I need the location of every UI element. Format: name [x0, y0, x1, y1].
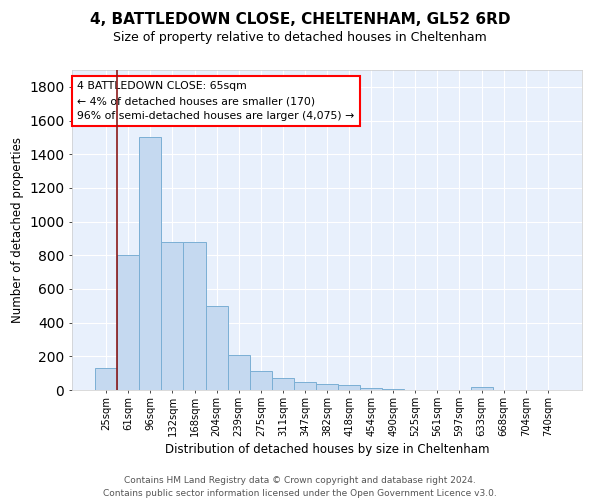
Text: Contains HM Land Registry data © Crown copyright and database right 2024.
Contai: Contains HM Land Registry data © Crown c…: [103, 476, 497, 498]
Bar: [272, 378, 294, 390]
Bar: [95, 368, 117, 390]
Text: 4, BATTLEDOWN CLOSE, CHELTENHAM, GL52 6RD: 4, BATTLEDOWN CLOSE, CHELTENHAM, GL52 6R…: [90, 12, 510, 28]
Text: Size of property relative to detached houses in Cheltenham: Size of property relative to detached ho…: [113, 31, 487, 44]
X-axis label: Distribution of detached houses by size in Cheltenham: Distribution of detached houses by size …: [165, 443, 489, 456]
Y-axis label: Number of detached properties: Number of detached properties: [11, 137, 23, 323]
Bar: [316, 384, 338, 390]
Bar: [360, 388, 382, 390]
Bar: [294, 382, 316, 390]
Bar: [117, 256, 139, 390]
Bar: [206, 306, 227, 390]
Bar: [184, 242, 206, 390]
Bar: [161, 242, 184, 390]
Bar: [250, 372, 272, 390]
Bar: [227, 356, 250, 390]
Bar: [470, 386, 493, 390]
Text: 4 BATTLEDOWN CLOSE: 65sqm
← 4% of detached houses are smaller (170)
96% of semi-: 4 BATTLEDOWN CLOSE: 65sqm ← 4% of detach…: [77, 81, 355, 121]
Bar: [338, 386, 360, 390]
Bar: [139, 138, 161, 390]
